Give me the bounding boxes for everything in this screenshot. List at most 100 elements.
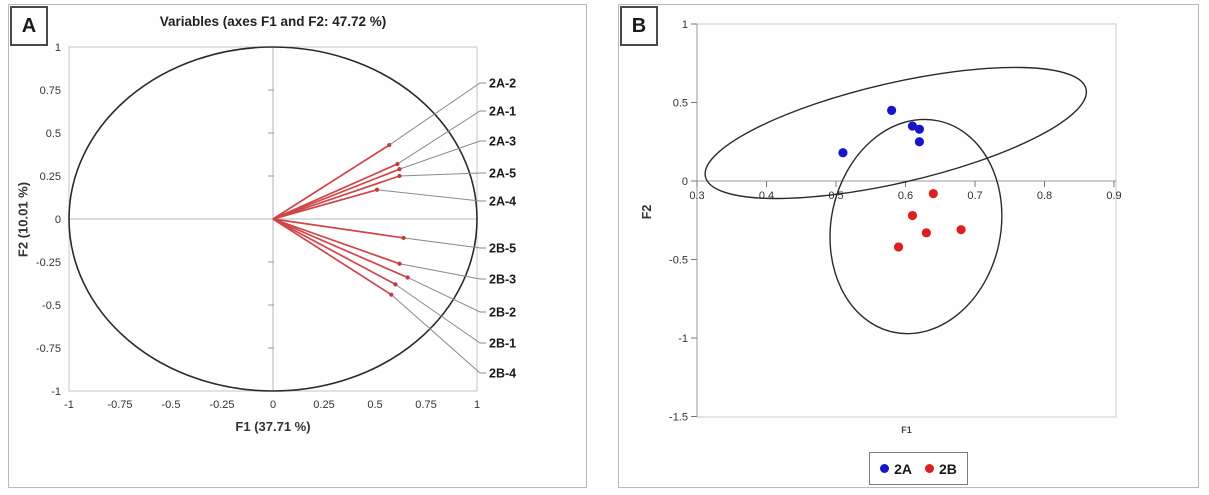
data-point-2a bbox=[887, 105, 897, 115]
label-leader-line bbox=[407, 277, 486, 313]
vector-label: 2A-2 bbox=[489, 77, 516, 91]
panel-b-x-axis-label: F1 bbox=[901, 425, 912, 435]
vector-tip-dot bbox=[387, 142, 392, 148]
x-tick-label: 0.9 bbox=[1106, 190, 1121, 202]
x-tick-label: 0.75 bbox=[415, 399, 436, 411]
y-tick-label: -1 bbox=[51, 386, 61, 398]
vector-label: 2A-5 bbox=[489, 167, 516, 181]
legend-dot-2b-icon bbox=[925, 464, 934, 473]
y-tick-label: -1 bbox=[678, 333, 688, 345]
data-point-2b bbox=[921, 228, 931, 238]
y-tick-label: 0.75 bbox=[40, 85, 61, 97]
y-tick-label: -0.5 bbox=[669, 255, 688, 267]
panel-b-y-axis-label: F2 bbox=[640, 204, 654, 220]
variable-vector bbox=[272, 218, 392, 296]
vector-tip-dot bbox=[397, 173, 402, 179]
vector-label: 2A-1 bbox=[489, 105, 516, 119]
legend-label-2a: 2A bbox=[894, 460, 912, 477]
legend-label-2b: 2B bbox=[939, 460, 957, 477]
vector-label: 2B-5 bbox=[489, 242, 516, 256]
data-point-2a bbox=[838, 148, 848, 158]
panel-b-observations-scatter: B 1 0.5 0 -0.5 -1 -1.5 0.3 0.4 0.5 0.6 0.7 0.8 0.9 F… bbox=[618, 4, 1199, 488]
panel-a-badge: A bbox=[10, 6, 48, 46]
y-tick-label: -0.75 bbox=[36, 343, 61, 355]
y-tick-label: 0.5 bbox=[46, 128, 61, 140]
vector-tip-dot bbox=[393, 282, 398, 287]
vector-tip-dot bbox=[374, 187, 380, 192]
label-leader-line bbox=[376, 189, 486, 202]
vector-tip-dot bbox=[397, 261, 402, 266]
y-tick-label: 1 bbox=[55, 42, 61, 54]
panel-a-title: Variables (axes F1 and F2: 47.72 %) bbox=[159, 14, 387, 29]
confidence-ellipse-2b bbox=[829, 118, 1003, 335]
vector-label: 2B-1 bbox=[489, 337, 516, 351]
x-tick-label: -0.75 bbox=[107, 399, 132, 411]
label-leader-line bbox=[390, 294, 486, 374]
x-tick-label: 0.25 bbox=[313, 399, 334, 411]
unit-circle bbox=[68, 46, 478, 392]
variable-vector bbox=[272, 163, 398, 220]
panel-a-y-axis-label: F2 (10.01 %) bbox=[15, 181, 31, 258]
y-tick-label: 0 bbox=[55, 214, 61, 226]
legend-item-2b: 2B bbox=[925, 461, 957, 477]
vector-tip-dot bbox=[405, 275, 410, 280]
label-leader-line bbox=[403, 237, 486, 249]
y-tick-label: -0.25 bbox=[36, 257, 61, 269]
data-point-2a bbox=[907, 121, 918, 131]
legend: 2A 2B bbox=[869, 452, 968, 485]
variable-vector bbox=[272, 218, 408, 279]
y-tick-label: -1.5 bbox=[669, 412, 688, 424]
data-point-2b bbox=[928, 188, 938, 199]
panel-a-plot: 1 0.75 0.5 0.25 0 -0.25 -0.5 -0.75 -1-1 -0.75 -0.5… bbox=[36, 42, 516, 411]
variable-vector bbox=[272, 188, 378, 220]
y-tick-label: -0.5 bbox=[42, 300, 61, 312]
data-point-2b bbox=[893, 242, 904, 252]
variable-vector bbox=[272, 218, 400, 265]
label-leader-line bbox=[399, 263, 486, 280]
data-point-2a bbox=[914, 124, 924, 134]
y-tick-label: 0 bbox=[682, 176, 688, 188]
x-tick-label: -1 bbox=[64, 399, 74, 411]
x-tick-label: 0.4 bbox=[759, 190, 774, 202]
y-tick-label: 1 bbox=[682, 19, 688, 31]
label-leader-line bbox=[395, 283, 486, 344]
label-leader-line bbox=[399, 172, 486, 177]
y-tick-label: 0.25 bbox=[40, 171, 61, 183]
panel-b-badge: B bbox=[620, 6, 658, 46]
x-tick-label: -0.25 bbox=[209, 399, 234, 411]
vector-label: 2B-4 bbox=[489, 367, 516, 381]
vector-label: 2B-2 bbox=[489, 306, 516, 320]
vector-label: 2A-3 bbox=[489, 135, 516, 149]
vector-label: 2B-3 bbox=[489, 273, 516, 287]
x-tick-label: -0.5 bbox=[162, 399, 181, 411]
vector-tip-dot bbox=[401, 235, 406, 241]
vector-tip-dot bbox=[395, 161, 400, 167]
x-tick-label: 0.7 bbox=[967, 190, 982, 202]
label-leader-line bbox=[388, 82, 486, 146]
panel-a-correlation-circle: A Variables (axes F1 and F2: 47.72 %) 1 0… bbox=[8, 4, 587, 488]
data-point-2b bbox=[907, 210, 918, 221]
x-tick-label: 0.8 bbox=[1037, 190, 1052, 202]
vector-label: 2A-4 bbox=[489, 195, 516, 209]
x-tick-label: 0.6 bbox=[898, 190, 913, 202]
label-leader-line bbox=[397, 110, 486, 165]
confidence-ellipse-2a bbox=[704, 66, 1088, 200]
x-tick-label: 0.3 bbox=[689, 190, 704, 202]
y-tick-label: 0.5 bbox=[673, 98, 688, 110]
panel-a-x-axis-label: F1 (37.71 %) bbox=[235, 419, 311, 434]
legend-dot-2a-icon bbox=[880, 464, 890, 473]
legend-item-2a: 2A bbox=[880, 461, 912, 477]
variable-vector bbox=[272, 175, 400, 220]
variable-vector bbox=[272, 218, 404, 239]
x-tick-label: 0.5 bbox=[367, 399, 382, 411]
vector-tip-dot bbox=[389, 292, 394, 297]
vector-tip-dot bbox=[397, 167, 402, 172]
label-leader-line bbox=[399, 140, 486, 170]
data-point-2a bbox=[914, 137, 924, 147]
x-tick-label: 0 bbox=[270, 399, 276, 411]
variable-vector bbox=[272, 218, 396, 286]
variable-vector bbox=[272, 168, 400, 220]
plot-frame bbox=[696, 23, 1117, 418]
x-tick-label: 1 bbox=[474, 399, 480, 411]
